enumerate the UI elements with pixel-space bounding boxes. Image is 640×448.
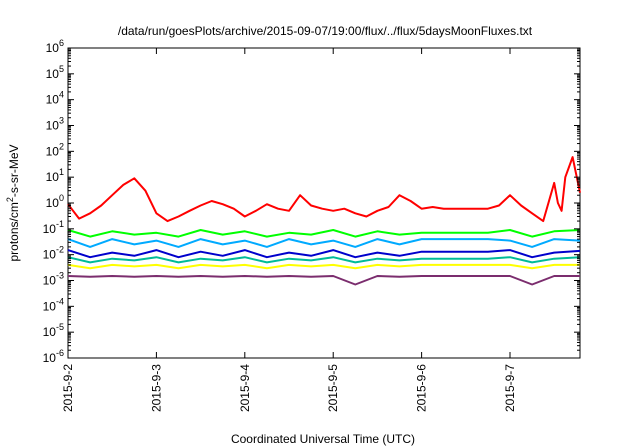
- x-tick-label: 2015-9-5: [326, 364, 340, 412]
- y-axis-title-prefix: protons/cm: [7, 202, 21, 261]
- y-axis-title: protons/cm2-s-sr-MeV: [5, 144, 21, 261]
- y-tick-base: 10: [43, 299, 57, 313]
- x-tick-label: 2015-9-2: [61, 364, 75, 412]
- y-tick-label: 104: [46, 90, 64, 107]
- y-tick-exponent: -4: [56, 296, 64, 306]
- plot-area: [67, 47, 581, 359]
- series-line-3: [67, 238, 581, 248]
- y-tick-exponent: 1: [59, 167, 64, 177]
- y-tick-exponent: 6: [59, 38, 64, 48]
- series-line-1: [67, 156, 581, 223]
- y-tick-base: 10: [46, 170, 60, 184]
- y-tick-label: 10-1: [43, 219, 64, 236]
- x-axis-title: Coordinated Universal Time (UTC): [231, 432, 415, 446]
- y-tick-base: 10: [43, 351, 57, 365]
- y-axis: 10-610-510-410-310-210-11001011021031041…: [43, 38, 580, 365]
- y-tick-exponent: 3: [59, 116, 64, 126]
- y-tick-base: 10: [46, 41, 60, 55]
- y-tick-label: 105: [46, 64, 64, 81]
- y-tick-label: 10-5: [43, 322, 64, 339]
- y-tick-base: 10: [43, 248, 57, 262]
- y-tick-label: 106: [46, 38, 64, 55]
- series-layer: [67, 156, 581, 286]
- y-tick-label: 10-2: [43, 245, 64, 262]
- y-tick-base: 10: [43, 325, 57, 339]
- y-tick-base: 10: [43, 274, 57, 288]
- series-line-7: [67, 275, 580, 286]
- y-tick-exponent: -2: [56, 245, 64, 255]
- y-tick-exponent: -3: [56, 271, 64, 281]
- x-axis: 2015-9-2 2015-9-3 2015-9-4 2015-9-5 2015-9-6…: [61, 48, 517, 412]
- y-tick-base: 10: [46, 119, 60, 133]
- x-tick-label: 2015-9-7: [503, 364, 517, 412]
- series-line-5: [67, 256, 581, 264]
- y-tick-base: 10: [46, 67, 60, 81]
- y-tick-exponent: 2: [59, 141, 64, 151]
- x-tick-label: 2015-9-3: [149, 364, 163, 412]
- y-tick-label: 102: [46, 141, 64, 158]
- y-tick-exponent: 4: [59, 90, 64, 100]
- y-axis-title-superscript: 2: [5, 197, 15, 202]
- y-tick-base: 10: [46, 196, 60, 210]
- chart-title: /data/run/goesPlots/archive/2015-09-07/1…: [118, 24, 533, 38]
- y-tick-base: 10: [43, 222, 57, 236]
- y-tick-exponent: -5: [56, 322, 64, 332]
- x-tick-label: 2015-9-6: [415, 364, 429, 412]
- y-tick-label: 10-3: [43, 271, 64, 288]
- y-tick-exponent: -6: [56, 348, 64, 358]
- series-line-6: [67, 263, 580, 270]
- y-tick-exponent: 5: [59, 64, 64, 74]
- y-tick-base: 10: [46, 144, 60, 158]
- y-tick-label: 10-6: [43, 348, 64, 365]
- series-line-2: [67, 229, 581, 238]
- y-tick-base: 10: [46, 93, 60, 107]
- y-tick-label: 101: [46, 167, 64, 184]
- x-tick-label: 2015-9-4: [238, 364, 252, 412]
- series-line-4: [67, 249, 581, 259]
- y-axis-title-suffix: -s-sr-MeV: [7, 144, 21, 197]
- y-tick-label: 100: [46, 193, 64, 210]
- y-tick-label: 103: [46, 116, 64, 133]
- y-tick-exponent: -1: [56, 219, 64, 229]
- y-tick-exponent: 0: [59, 193, 64, 203]
- y-tick-label: 10-4: [43, 296, 64, 313]
